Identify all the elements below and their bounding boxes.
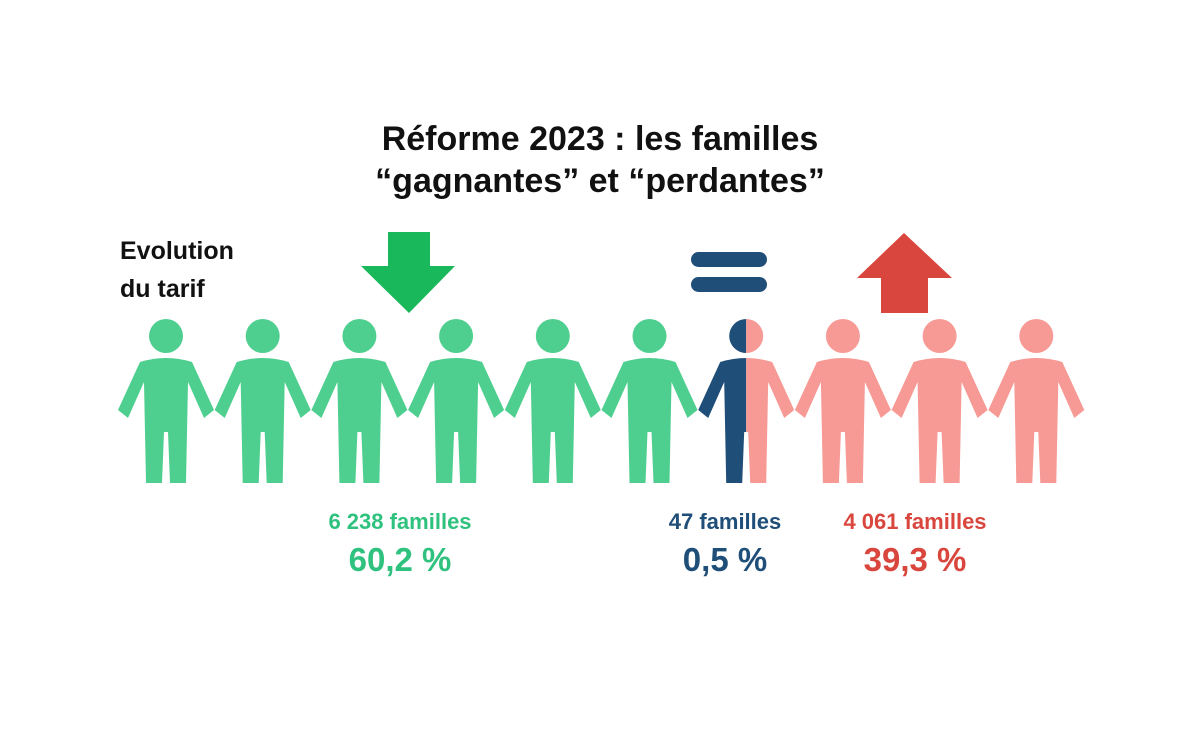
equals-icon: [691, 252, 767, 292]
side-label: Evolution du tarif: [120, 232, 234, 308]
side-label-line-2: du tarif: [120, 275, 205, 303]
person-icon: [698, 319, 795, 483]
arrow-down-icon: [361, 232, 455, 313]
person-icon: [311, 319, 408, 483]
stat-equal-percent: 0,5 %: [682, 541, 768, 578]
arrow-up-icon: [857, 233, 952, 313]
person-icon: [504, 319, 601, 483]
stat-up: 4 061 familles 39,3 %: [820, 508, 1010, 582]
chart-title: Réforme 2023 : les familles “gagnantes” …: [0, 118, 1200, 202]
stat-down-count: 6 238 familles: [328, 509, 472, 534]
person-icon: [601, 319, 698, 483]
person-icon: [214, 319, 311, 483]
stat-down-percent: 60,2 %: [348, 541, 452, 578]
stat-down: 6 238 familles 60,2 %: [300, 508, 500, 582]
person-icon: [794, 319, 891, 483]
title-line-2: “gagnantes” et “perdantes”: [375, 162, 825, 200]
person-icon: [118, 319, 214, 483]
title-line-1: Réforme 2023 : les familles: [381, 120, 819, 158]
stat-equal: 47 familles 0,5 %: [640, 508, 810, 582]
side-label-line-1: Evolution: [120, 237, 234, 265]
person-icon: [988, 319, 1085, 483]
person-icon: [408, 319, 505, 483]
person-icon: [891, 319, 988, 483]
stat-up-percent: 39,3 %: [863, 541, 967, 578]
stat-equal-count: 47 familles: [668, 509, 782, 534]
stat-up-count: 4 061 familles: [843, 509, 987, 534]
